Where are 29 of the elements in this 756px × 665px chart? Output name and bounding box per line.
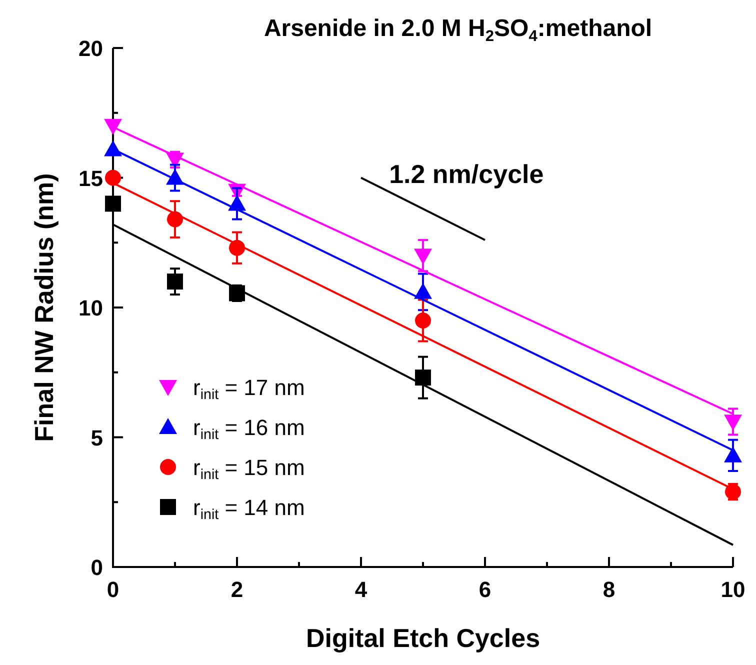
y-tick-label: 0 xyxy=(90,555,103,580)
y-axis-title: Final NW Radius (nm) xyxy=(29,173,59,442)
y-tick-label: 15 xyxy=(78,166,103,191)
point xyxy=(167,274,183,290)
chart-title: Arsenide in 2.0 M H$_{2}$SO$_{4}$:methanol xyxy=(264,15,652,45)
x-tick-label: 8 xyxy=(602,577,616,602)
x-tick-label: 10 xyxy=(720,577,746,602)
point xyxy=(414,248,432,265)
y-tick-label: 5 xyxy=(90,425,103,450)
point xyxy=(104,118,122,135)
point xyxy=(415,370,431,386)
point xyxy=(105,170,121,186)
point xyxy=(105,196,121,212)
x-axis-title: Digital Etch Cycles xyxy=(306,623,540,653)
annotation: 1.2 nm/cycle xyxy=(389,159,544,189)
point xyxy=(415,312,431,328)
x-tick-label: 2 xyxy=(230,577,244,602)
legend-label: r$_{init}$ = 17 nm xyxy=(193,375,305,404)
point xyxy=(724,446,742,462)
legend-label: r$_{init}$ = 14 nm xyxy=(193,495,305,524)
legend-label: r$_{init}$ = 16 nm xyxy=(193,415,305,444)
x-tick-label: 0 xyxy=(106,577,120,602)
y-tick-label: 20 xyxy=(78,36,103,61)
point xyxy=(414,282,432,299)
point xyxy=(724,414,742,431)
y-tick-label: 10 xyxy=(78,296,103,320)
x-tick-label: 6 xyxy=(478,577,492,602)
legend-label: r$_{init}$ = 15 nm xyxy=(193,455,305,484)
x-tick-label: 4 xyxy=(354,577,368,602)
